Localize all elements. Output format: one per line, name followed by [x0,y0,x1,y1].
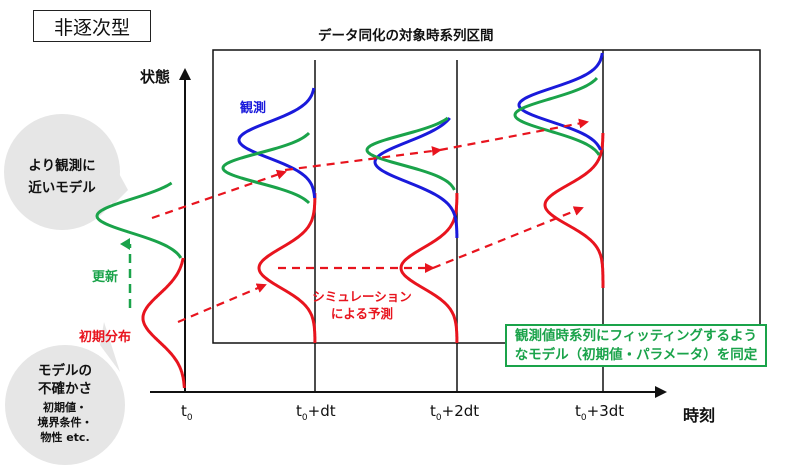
initial-distribution-label: 初期分布 [79,330,132,345]
tick-t0-2dt: t0+2dt [430,402,480,423]
prediction-arrows [151,118,589,324]
callout-uncertainty [5,322,125,465]
fitting-note: 観測値時系列にフィッティングするよう なモデル（初期値・パラメータ）を同定 [505,324,767,367]
curve-updated-green-t0 [95,181,183,259]
callout-closer-model [4,114,128,230]
curve-pred-red-3dt [543,133,605,288]
curve-obs-blue-3dt [517,52,604,151]
simulation-label-line2: による予測 [330,306,394,321]
curve-upd-green-dt [221,131,311,205]
tick-t0-3dt: t0+3dt [575,402,625,423]
arrow-init-to-dt [177,283,267,324]
page-title-text: 非逐次型 [53,16,130,39]
callout-uncertainty-text: モデルの 不確かさ 初期値・ 境界条件・ 物性 etc. [37,363,93,444]
arrow-updated-2dt-to-3dt [439,118,589,152]
simulation-label: シミュレーション による予測 [306,288,418,322]
callout-closer-model-text: より観測に 近いモデル [28,158,96,196]
window-label: データ同化の対象時系列区間 [318,28,494,44]
curve-pred-red-dt [257,192,317,344]
update-label: 更新 [92,270,119,285]
curve-obs-blue-2dt [373,117,459,238]
assimilation-window [212,49,761,344]
curve-upd-green-3dt [513,76,601,156]
distribution-curves [95,52,605,389]
tick-t0-dt: t0+dt [296,402,336,423]
page-title: 非逐次型 [33,10,151,42]
curve-initial-red [141,257,186,389]
observation-label: 観測 [240,101,267,116]
curve-upd-green-2dt [365,116,456,191]
arrow-2dt-to-3dt [432,206,584,270]
x-axis-label: 時刻 [683,406,716,425]
simulation-label-line1: シミュレーション [312,289,412,304]
arrow-updated-dt-to-2dt [284,146,442,172]
curve-obs-blue-dt [237,87,317,199]
tick-t0: t0 [181,402,193,423]
y-axis-label: 状態 [140,68,171,86]
arrow-updated-to-dt [151,169,287,220]
